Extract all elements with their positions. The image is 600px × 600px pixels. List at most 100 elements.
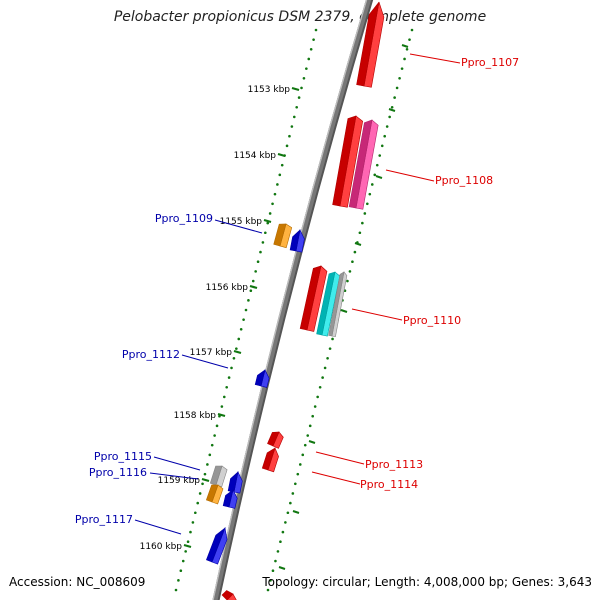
track-dot xyxy=(383,134,386,138)
track-dot xyxy=(222,395,226,399)
track-dot xyxy=(198,492,202,495)
gene-ppro-1116b xyxy=(222,489,238,509)
track-dot xyxy=(276,183,279,186)
track-dot xyxy=(247,299,250,302)
track-dot xyxy=(215,424,219,428)
track-dot xyxy=(232,356,236,360)
track-dot xyxy=(346,279,349,283)
track-dot xyxy=(177,579,180,582)
gene-label: Ppro_1107 xyxy=(461,56,519,69)
outer-tick-dash xyxy=(292,510,300,514)
track-dot xyxy=(203,472,207,476)
track-dot xyxy=(301,453,305,457)
scale-tick-mark xyxy=(217,412,226,418)
gene-ppro-1107 xyxy=(356,1,385,88)
scale-tick-label: 1159 kbp xyxy=(158,476,201,486)
track-dot xyxy=(296,472,300,476)
track-dot xyxy=(331,337,334,341)
track-dot xyxy=(256,260,260,264)
track-dot xyxy=(213,434,216,437)
track-dot xyxy=(370,183,374,186)
track-dot xyxy=(393,96,396,99)
track-dot xyxy=(298,463,302,466)
track-dot xyxy=(295,105,298,109)
track-dot xyxy=(273,192,277,196)
track-dot xyxy=(403,57,406,61)
outer-tick-dash xyxy=(340,309,348,313)
track-dot xyxy=(302,76,306,80)
track-dot xyxy=(181,559,185,563)
gene-ppro-1116 xyxy=(205,484,224,505)
gene-ppro-1108a xyxy=(332,115,364,208)
track-dot xyxy=(318,385,322,389)
track-dot xyxy=(261,241,265,244)
track-dot xyxy=(368,192,372,196)
gene-label: Ppro_1113 xyxy=(365,458,423,471)
gene-face-dark xyxy=(205,484,219,503)
track-dot xyxy=(328,347,332,350)
gene-label: Ppro_1108 xyxy=(435,174,493,187)
track-dot xyxy=(321,376,324,379)
track-dot xyxy=(290,125,294,128)
scale-tick-mark xyxy=(183,543,192,549)
outer-tick-dash xyxy=(308,440,316,444)
track-dot xyxy=(303,443,307,447)
gene-label: Ppro_1110 xyxy=(403,314,461,327)
gene-label: Ppro_1115 xyxy=(94,450,152,463)
track-dot xyxy=(266,221,270,225)
gene-label: Ppro_1117 xyxy=(75,513,133,526)
track-dot xyxy=(230,366,233,370)
gene-label-leader xyxy=(149,472,199,480)
track-dot xyxy=(313,405,317,408)
gene-face-dark xyxy=(254,369,266,387)
track-dot xyxy=(242,318,245,321)
track-dot xyxy=(271,569,275,572)
track-dot xyxy=(227,376,231,379)
track-dot xyxy=(410,28,414,32)
track-dot xyxy=(274,559,277,563)
scale-tick-label: 1155 kbp xyxy=(220,217,263,227)
track-dot xyxy=(380,144,384,148)
track-dot xyxy=(307,57,311,61)
gene-ppro-1109-orange xyxy=(273,223,293,249)
track-dot xyxy=(244,308,248,312)
accession-label: Accession: NC_008609 xyxy=(9,575,146,589)
track-dot xyxy=(269,579,272,582)
gene-face-dark xyxy=(261,447,276,471)
track-dot xyxy=(395,86,399,90)
track-dot xyxy=(288,134,291,138)
track-dot xyxy=(289,501,292,505)
gene-face-dark xyxy=(221,590,234,600)
track-dot xyxy=(264,231,267,235)
outer-tick-dash xyxy=(354,242,362,246)
backbone-shadow xyxy=(212,0,374,600)
track-dot xyxy=(235,347,238,350)
gene-label-leader xyxy=(385,169,435,182)
gene-face-dark xyxy=(206,527,226,563)
track-dot xyxy=(309,48,313,51)
gene-ppro-1115b xyxy=(227,471,243,494)
gene-face-dark xyxy=(356,1,380,87)
track-dot xyxy=(184,550,187,553)
scale-tick-label: 1156 kbp xyxy=(206,283,249,293)
scale-tick-mark xyxy=(233,349,242,355)
track-dot xyxy=(316,395,319,399)
gene-face-dark xyxy=(289,229,301,252)
track-dot xyxy=(308,424,312,428)
scale-tick-label: 1153 kbp xyxy=(248,85,291,95)
gene-label-leader xyxy=(134,519,182,535)
gene-ppro-1117 xyxy=(206,526,228,565)
track-dot xyxy=(385,125,389,128)
track-dot xyxy=(286,511,290,515)
backbone-highlight xyxy=(212,0,368,600)
gene-label-leader xyxy=(351,308,403,321)
track-dot xyxy=(278,173,282,177)
track-dot xyxy=(361,221,364,225)
track-dot xyxy=(358,231,362,235)
track-dot xyxy=(237,337,241,341)
track-dot xyxy=(314,28,318,32)
track-dot xyxy=(254,270,257,273)
track-dot xyxy=(408,38,411,41)
